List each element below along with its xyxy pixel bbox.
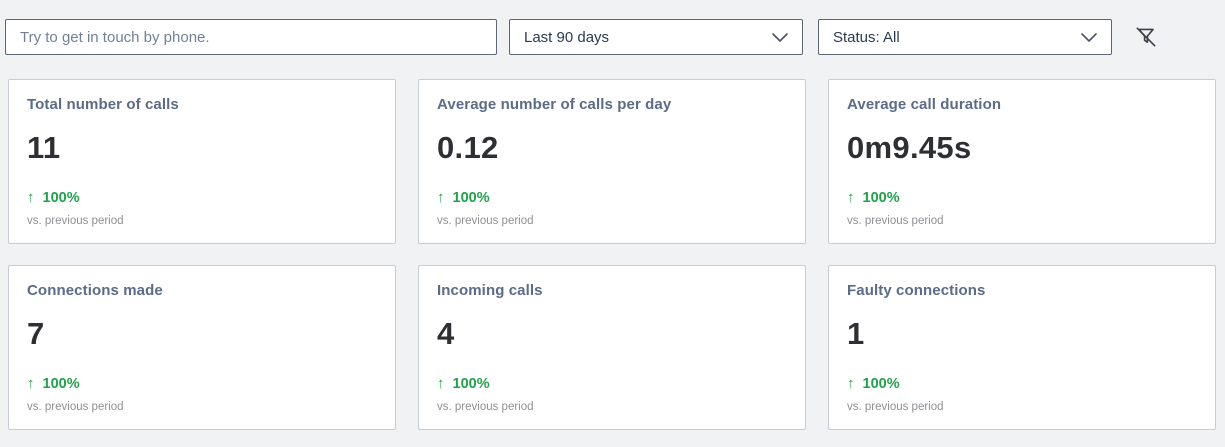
card-change: ↑ 100% [847,375,1197,392]
card-value: 4 [437,316,455,351]
trend-up-icon: ↑ [27,189,35,206]
card-change-percent: 100% [862,189,900,206]
card-change-percent: 100% [452,375,490,392]
search-input[interactable] [5,19,497,55]
stat-card-connections-made: Connections made 7 ↑ 100% vs. previous p… [8,265,396,430]
card-change: ↑ 100% [437,375,787,392]
card-change: ↑ 100% [27,375,377,392]
card-change-percent: 100% [42,375,80,392]
trend-up-icon: ↑ [437,375,445,392]
chevron-down-icon [772,32,788,42]
clear-filters-button[interactable] [1131,22,1161,52]
stats-grid: Total number of calls 11 ↑ 100% vs. prev… [8,79,1216,430]
card-title: Incoming calls [437,282,543,299]
card-compare-label: vs. previous period [437,215,534,227]
card-value: 1 [847,316,865,351]
trend-up-icon: ↑ [27,375,35,392]
card-compare-label: vs. previous period [847,215,944,227]
card-change: ↑ 100% [437,189,787,206]
status-select[interactable]: Status: All [818,19,1112,55]
card-title: Faulty connections [847,282,986,299]
filter-bar: Last 90 days Status: All [0,0,1225,55]
card-value: 0.12 [437,130,499,165]
date-range-select[interactable]: Last 90 days [509,19,803,55]
card-title: Connections made [27,282,163,299]
card-compare-label: vs. previous period [27,401,124,413]
card-value: 7 [27,316,45,351]
card-compare-label: vs. previous period [847,401,944,413]
card-compare-label: vs. previous period [27,215,124,227]
stat-card-incoming-calls: Incoming calls 4 ↑ 100% vs. previous per… [418,265,806,430]
card-compare-label: vs. previous period [437,401,534,413]
filter-off-icon [1136,27,1156,47]
trend-up-icon: ↑ [847,189,855,206]
card-title: Average call duration [847,96,1002,113]
status-value: Status: All [833,28,900,46]
stat-card-avg-calls-per-day: Average number of calls per day 0.12 ↑ 1… [418,79,806,244]
trend-up-icon: ↑ [437,189,445,206]
trend-up-icon: ↑ [847,375,855,392]
card-value: 11 [27,130,61,165]
stat-card-avg-call-duration: Average call duration 0m9.45s ↑ 100% vs.… [828,79,1216,244]
card-change-percent: 100% [452,189,490,206]
card-change-percent: 100% [42,189,80,206]
card-change: ↑ 100% [847,189,1197,206]
stat-card-total-calls: Total number of calls 11 ↑ 100% vs. prev… [8,79,396,244]
card-value: 0m9.45s [847,130,972,165]
card-title: Total number of calls [27,96,179,113]
stat-card-faulty-connections: Faulty connections 1 ↑ 100% vs. previous… [828,265,1216,430]
card-title: Average number of calls per day [437,96,672,113]
date-range-value: Last 90 days [524,28,610,46]
chevron-down-icon [1081,32,1097,42]
card-change: ↑ 100% [27,189,377,206]
card-change-percent: 100% [862,375,900,392]
